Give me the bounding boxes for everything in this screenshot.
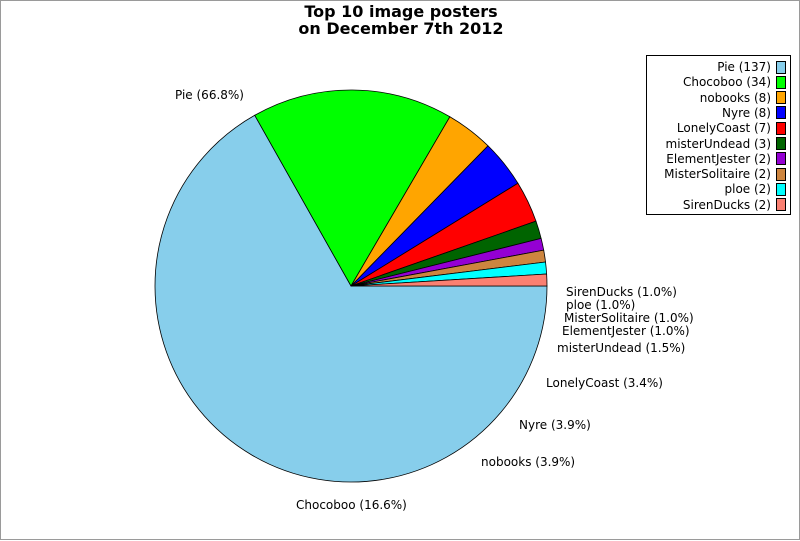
legend-swatch: [776, 91, 786, 105]
legend-swatch: [776, 182, 786, 196]
legend-label: Nyre (8): [722, 105, 771, 120]
legend-label: Chocoboo (34): [682, 75, 771, 90]
slice-label-nyre: Nyre (3.9%): [519, 418, 591, 432]
legend-swatch: [776, 198, 786, 212]
legend-swatch: [776, 152, 786, 166]
legend-item-chocoboo: Chocoboo (34): [683, 74, 786, 90]
legend-label: ploe (2): [724, 182, 772, 197]
slice-label-mistersolitaire: MisterSolitaire (1.0%): [564, 311, 694, 325]
legend-item-misterundead: misterUndead (3): [666, 136, 786, 152]
legend: Pie (137) Chocoboo (34) nobooks (8) Nyre (8…: [646, 55, 791, 215]
legend-item-lonelycoast: LonelyCoast (7): [677, 120, 786, 136]
slice-label-sirenducks: SirenDucks (1.0%): [566, 285, 677, 299]
pie-slice-sirenducks: [350, 273, 548, 287]
legend-item-elementjester: ElementJester (2): [666, 151, 786, 167]
chart-title-line-1: Top 10 image posters: [304, 2, 498, 21]
slice-label-lonelycoast: LonelyCoast (3.4%): [546, 376, 663, 390]
legend-label: nobooks (8): [699, 90, 771, 105]
chart-title: Top 10 image posters on December 7th 201…: [1, 3, 800, 37]
legend-swatch: [776, 137, 786, 150]
legend-label: ElementJester (2): [666, 151, 771, 166]
slice-label-ploe: ploe (1.0%): [566, 298, 635, 312]
legend-label: SirenDucks (2): [682, 197, 771, 212]
legend-item-ploe: ploe (2): [724, 181, 786, 197]
slice-label-pie: Pie (66.8%): [175, 88, 244, 102]
slice-label-misterundead: misterUndead (1.5%): [557, 341, 685, 355]
legend-swatch: [776, 121, 786, 135]
legend-label: LonelyCoast (7): [676, 121, 771, 136]
pie-slice-chocoboo: [254, 89, 451, 287]
legend-label: misterUndead (3): [665, 136, 771, 151]
legend-swatch: [776, 75, 786, 89]
legend-swatch: [776, 167, 786, 181]
pie-slice-pie: [154, 114, 548, 483]
legend-item-nobooks: nobooks (8): [700, 90, 786, 106]
slice-label-elementjester: ElementJester (1.0%): [562, 324, 690, 338]
legend-item-sirenducks: SirenDucks (2): [683, 197, 786, 213]
chart-title-line-2: on December 7th 2012: [298, 19, 504, 38]
slice-label-nobooks: nobooks (3.9%): [481, 455, 575, 469]
legend-label: MisterSolitaire (2): [664, 167, 771, 182]
legend-item-pie: Pie (137): [717, 59, 786, 75]
legend-swatch: [776, 60, 786, 74]
legend-label: Pie (137): [717, 60, 771, 74]
slice-label-chocoboo: Chocoboo (16.6%): [296, 498, 407, 512]
legend-item-mistersolitaire: MisterSolitaire (2): [664, 166, 786, 182]
legend-item-nyre: Nyre (8): [722, 105, 786, 121]
legend-swatch: [776, 106, 786, 120]
